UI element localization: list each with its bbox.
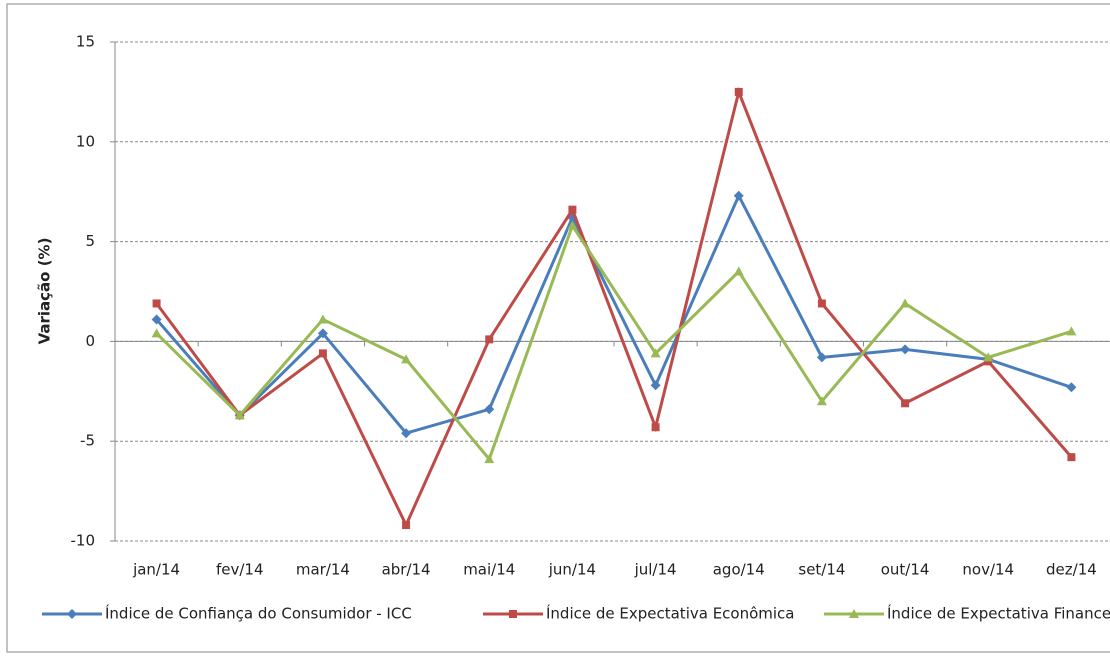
marker [900,298,911,308]
marker [651,423,660,432]
x-tick-label: abr/14 [382,561,431,579]
y-axis-label: Variação (%) [36,238,54,345]
legend-label: Índice de Confiança do Consumidor - ICC [105,604,412,623]
marker [734,87,743,96]
marker [816,352,827,363]
chart-border [6,3,1110,653]
marker [1066,382,1077,393]
marker [849,609,859,618]
y-tick-label: 15 [76,33,95,51]
y-tick-label: -10 [71,532,96,550]
y-tick-label: 5 [85,232,95,250]
x-tick-label: fev/14 [216,561,264,579]
x-tick-label: set/14 [798,561,845,579]
marker [484,404,495,415]
x-tick-label: mai/14 [463,561,515,579]
x-tick-label: mar/14 [296,561,350,579]
marker [401,428,412,439]
marker [509,610,517,618]
marker [484,454,495,464]
series-line [155,222,1072,463]
marker [151,328,162,338]
marker [67,609,77,619]
series-line [155,86,1073,529]
x-tick-label: jul/14 [634,561,677,579]
x-tick-label: jun/14 [548,561,596,579]
marker [401,354,412,364]
marker [650,380,661,391]
marker [1066,326,1077,336]
x-tick-label: ago/14 [713,561,765,579]
x-tick-label: nov/14 [962,561,1014,579]
legend-label: Índice de Expectativa Financeira [887,604,1110,623]
marker [317,314,328,324]
marker [152,299,161,308]
series-line [155,192,1072,435]
x-tick-label: dez/14 [1046,561,1097,579]
marker [567,220,578,230]
marker [402,521,411,530]
marker [733,266,744,276]
y-tick-label: -5 [80,432,95,450]
marker [151,314,162,325]
marker [983,352,994,362]
x-tick-label: jan/14 [132,561,180,579]
marker [816,396,827,406]
marker [568,205,577,214]
x-tick-label: out/14 [881,561,930,579]
marker [733,190,744,201]
marker [900,344,911,355]
y-tick-label: 10 [76,132,95,150]
marker [901,399,910,408]
marker [234,410,245,420]
legend-label: Índice de Expectativa Econômica [546,604,795,623]
marker [817,299,826,308]
marker [1067,453,1076,462]
marker [650,348,661,358]
marker [317,328,328,339]
marker [318,349,327,358]
marker [485,335,494,344]
y-tick-label: 0 [85,332,95,350]
